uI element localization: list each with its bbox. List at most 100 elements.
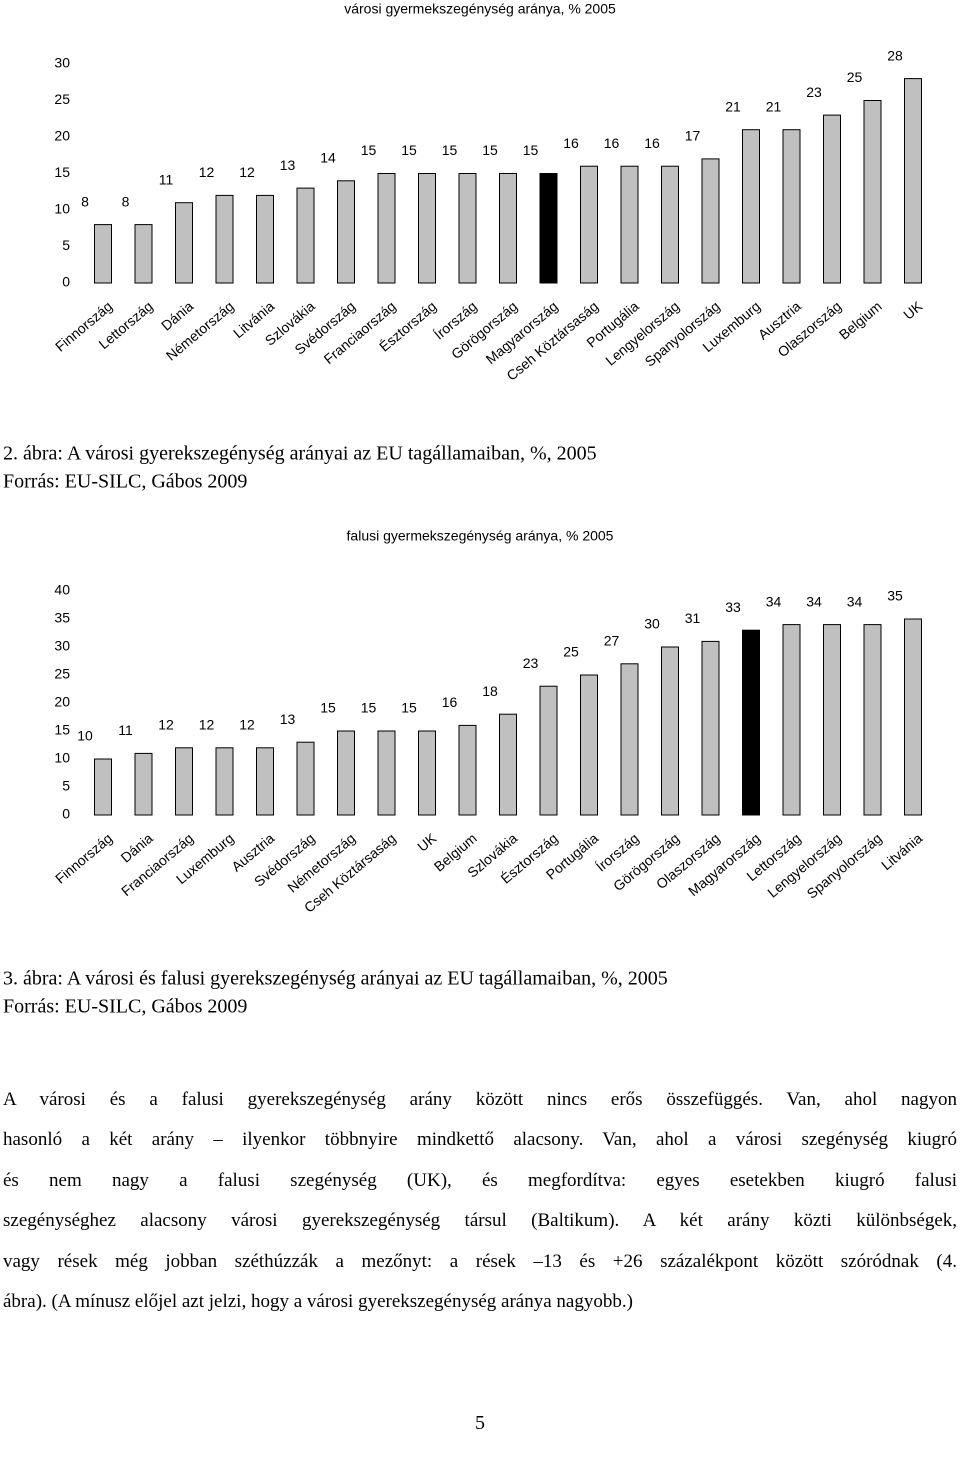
- value-label: 16: [563, 135, 579, 151]
- value-label: 14: [320, 150, 336, 166]
- value-label: 28: [887, 47, 903, 63]
- bar: [337, 180, 355, 284]
- value-label: 34: [847, 593, 863, 609]
- value-label: 30: [644, 616, 660, 632]
- bar: [134, 752, 153, 816]
- value-label: 18: [482, 683, 498, 699]
- value-label: 17: [685, 128, 701, 144]
- bar: [499, 713, 517, 816]
- y-tick-label: 15: [54, 722, 70, 738]
- x-tick-label: Finnország: [52, 830, 115, 887]
- bar: [296, 741, 315, 816]
- bar: [539, 173, 558, 284]
- text-line: és nem nagy a falusi szegénység (UK), és…: [3, 1169, 957, 1191]
- value-label: 11: [159, 171, 174, 187]
- y-tick-label: 40: [54, 582, 70, 598]
- value-label: 35: [887, 588, 903, 604]
- chart-title: városi gyermekszegénység aránya, % 2005: [344, 1, 616, 17]
- value-label: 12: [239, 717, 255, 733]
- bar: [823, 624, 841, 816]
- bar: [175, 202, 193, 284]
- value-label: 34: [766, 593, 782, 609]
- value-label: 15: [401, 700, 417, 716]
- value-label: 34: [806, 593, 822, 609]
- value-label: 16: [442, 694, 458, 710]
- bar: [458, 173, 477, 284]
- bar: [904, 78, 922, 284]
- value-label: 13: [280, 157, 296, 173]
- text-line: ábra). (A mínusz előjel azt jelzi, hogy …: [3, 1291, 633, 1313]
- y-tick-label: 0: [62, 806, 70, 822]
- value-label: 27: [604, 633, 620, 649]
- value-label: 12: [199, 164, 215, 180]
- y-tick-label: 20: [54, 128, 70, 144]
- value-label: 13: [280, 711, 296, 727]
- bar: [539, 685, 558, 816]
- value-label: 15: [401, 142, 417, 158]
- x-tick-label: Litvánia: [878, 830, 925, 873]
- value-label: 8: [122, 193, 130, 209]
- figure-source: Forrás: EU-SILC, Gábos 2009: [3, 471, 247, 493]
- bar: [823, 114, 841, 284]
- bar: [256, 194, 274, 284]
- value-label: 25: [847, 69, 863, 85]
- value-label: 12: [158, 717, 174, 733]
- bar: [418, 173, 436, 284]
- value-label: 12: [199, 717, 215, 733]
- bar: [863, 624, 882, 816]
- bar: [580, 165, 598, 284]
- x-tick-label: UK: [414, 829, 440, 854]
- value-label: 16: [604, 135, 620, 151]
- bar: [661, 646, 679, 816]
- text-line: A városi és a falusi gyerekszegénység ar…: [3, 1089, 957, 1110]
- text-line: hasonló a két arány – ilyenkor többnyire…: [3, 1129, 957, 1151]
- figure-caption: 2. ábra: A városi gyerekszegénység arány…: [3, 443, 597, 465]
- y-tick-label: 5: [62, 237, 70, 253]
- y-tick-label: 30: [54, 638, 70, 654]
- y-tick-label: 30: [54, 55, 70, 71]
- bar: [499, 173, 517, 284]
- bar: [661, 165, 679, 284]
- bar: [863, 100, 882, 284]
- y-tick-label: 15: [54, 164, 70, 180]
- bar: [256, 747, 274, 816]
- bar: [904, 618, 922, 816]
- bar: [377, 730, 396, 816]
- value-label: 15: [482, 142, 498, 158]
- x-tick-label: UK: [900, 297, 926, 322]
- bar: [620, 663, 639, 816]
- figure-source: Forrás: EU-SILC, Gábos 2009: [3, 996, 247, 1018]
- value-label: 23: [523, 655, 539, 671]
- bar: [620, 165, 639, 284]
- value-label: 11: [118, 722, 133, 738]
- bar: [215, 194, 234, 284]
- bar: [742, 129, 760, 284]
- y-tick-label: 0: [62, 274, 70, 290]
- value-label: 8: [81, 193, 89, 209]
- bar: [377, 173, 396, 284]
- bar: [701, 640, 720, 816]
- text-line: szegénységhez alacsony városi gyerekszeg…: [3, 1210, 957, 1232]
- bar: [94, 758, 112, 816]
- figure-caption: 3. ábra: A városi és falusi gyerekszegén…: [3, 968, 668, 990]
- value-label: 15: [361, 700, 377, 716]
- value-label: 33: [725, 599, 741, 615]
- bar: [782, 624, 801, 816]
- bar: [337, 730, 355, 816]
- bar: [580, 674, 598, 816]
- chart-title: falusi gyermekszegénység aránya, % 2005: [347, 528, 614, 544]
- y-tick-label: 25: [54, 91, 70, 107]
- bar: [418, 730, 436, 816]
- y-tick-label: 25: [54, 666, 70, 682]
- value-label: 15: [442, 142, 458, 158]
- value-label: 15: [523, 142, 539, 158]
- bar: [134, 224, 153, 284]
- value-label: 21: [766, 98, 782, 114]
- y-tick-label: 20: [54, 694, 70, 710]
- bar: [296, 187, 315, 284]
- bar: [782, 129, 801, 284]
- bar: [458, 724, 477, 816]
- bar: [175, 747, 193, 816]
